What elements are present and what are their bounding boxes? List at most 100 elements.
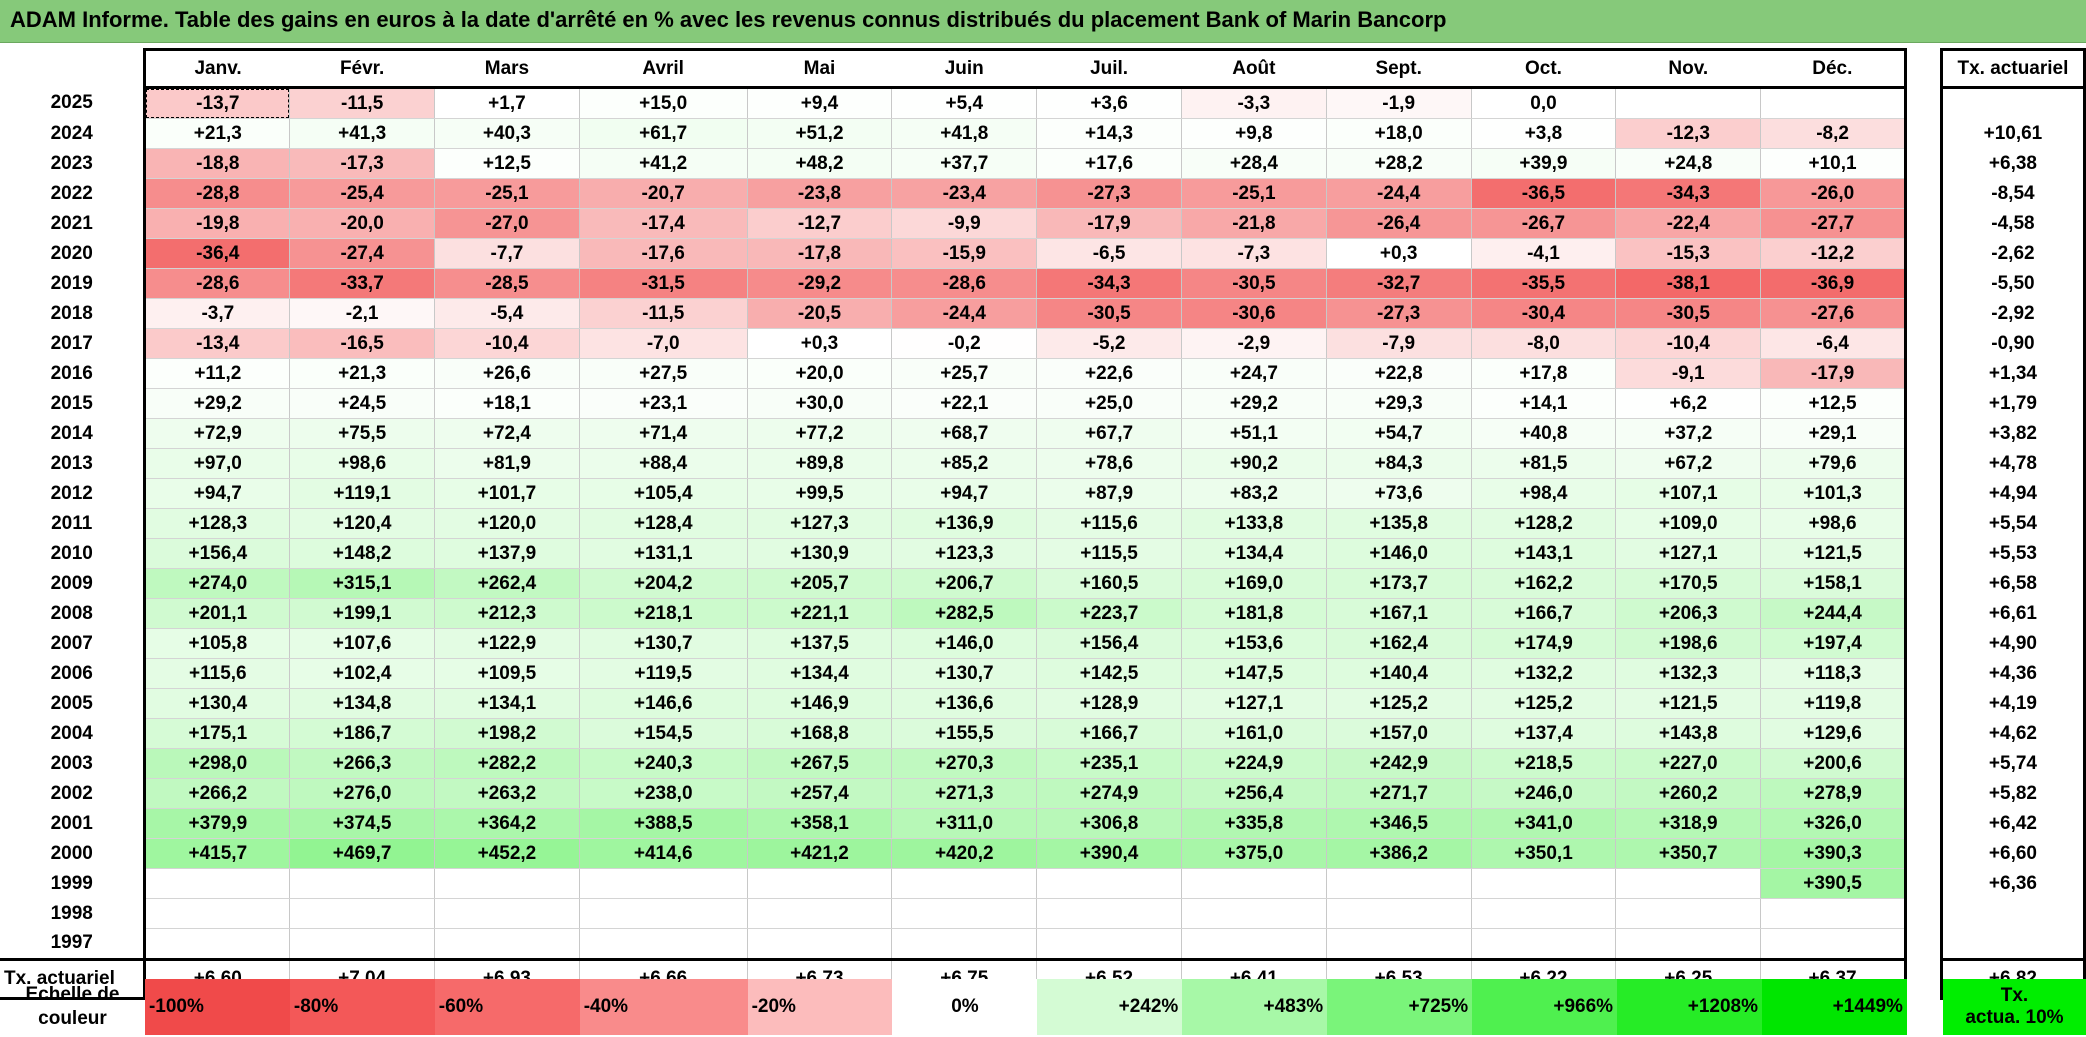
rate-cell: -5,50 <box>1939 268 2086 299</box>
year-label: 2018 <box>50 302 93 324</box>
value-cell: -10,4 <box>434 328 580 359</box>
year-label: 2001 <box>50 812 93 834</box>
table-row: 2007 +105,8 +107,6 +122,9 +130,7 +137,5 +146,0… <box>0 628 2086 659</box>
value-cell: +148,2 <box>289 538 435 569</box>
value-cell: +75,5 <box>289 418 435 449</box>
value-cell: +21,3 <box>289 358 435 389</box>
gains-table: Janv. Févr. Mars Avril Mai Juin Juil. Août Sept.… <box>0 48 2086 1000</box>
value-cell: +94,7 <box>891 478 1037 509</box>
value-cell: +24,5 <box>289 388 435 419</box>
value-cell: +121,5 <box>1760 538 1907 569</box>
value-cell: +20,0 <box>746 358 892 389</box>
table-row: 2009 +274,0 +315,1 +262,4 +204,2 +205,7 +206,7… <box>0 568 2086 599</box>
legend-label: Echelle de couleur <box>0 979 145 1035</box>
value-cell: +282,2 <box>434 748 580 779</box>
rate-cell: +3,82 <box>1939 418 2086 449</box>
value-cell: -17,3 <box>289 148 435 179</box>
value-cell: +97,0 <box>143 448 290 479</box>
value-cell: +29,1 <box>1760 418 1907 449</box>
value-cell: -25,4 <box>289 178 435 209</box>
value-cell: -17,9 <box>1760 358 1907 389</box>
color-scale-legend: Echelle de couleur -100% -80% -60% -40% -20%… <box>0 979 2086 1035</box>
value-cell: +181,8 <box>1180 598 1327 629</box>
table-row: 2014 +72,9 +75,5 +72,4 +71,4 +77,2 +68,7 +67,7 +… <box>0 418 2086 449</box>
value-cell: -16,5 <box>289 328 435 359</box>
month-header: Juil. <box>1036 48 1182 89</box>
value-cell: +128,9 <box>1036 688 1182 719</box>
value-cell: -22,4 <box>1615 208 1761 239</box>
value-cell: -4,1 <box>1470 238 1616 269</box>
value-cell: -21,8 <box>1180 208 1327 239</box>
page-title: ADAM Informe. Table des gains en euros à… <box>10 7 1447 32</box>
table-row: 2012 +94,7 +119,1 +101,7 +105,4 +99,5 +94,7 +87… <box>0 478 2086 509</box>
value-cell: +29,2 <box>1180 388 1327 419</box>
value-cell: +90,2 <box>1180 448 1327 479</box>
value-cell <box>891 868 1037 899</box>
value-cell: +198,2 <box>434 718 580 749</box>
value-cell: +128,3 <box>143 508 290 539</box>
value-cell: +143,8 <box>1615 718 1761 749</box>
value-cell: +379,9 <box>143 808 290 839</box>
value-cell: +156,4 <box>143 538 290 569</box>
value-cell: +162,2 <box>1470 568 1616 599</box>
year-label: 2023 <box>50 152 93 174</box>
value-cell: +15,0 <box>578 87 748 119</box>
column-gap <box>1905 898 1942 929</box>
value-cell: +68,7 <box>891 418 1037 449</box>
value-cell: +89,8 <box>746 448 892 479</box>
value-cell: -20,5 <box>746 298 892 329</box>
column-gap <box>1905 268 1942 299</box>
value-cell: +134,1 <box>434 688 580 719</box>
value-cell: +388,5 <box>578 808 748 839</box>
value-cell: +146,6 <box>578 688 748 719</box>
month-header: Juin <box>891 48 1037 89</box>
value-cell: +326,0 <box>1760 808 1907 839</box>
value-cell <box>1180 928 1327 961</box>
value-cell: +274,0 <box>143 568 290 599</box>
value-cell <box>289 928 435 961</box>
value-cell: -7,3 <box>1180 238 1327 269</box>
month-header: Août <box>1181 48 1327 89</box>
value-cell: +173,7 <box>1325 568 1472 599</box>
value-cell: -20,7 <box>578 178 748 209</box>
rate-cell: +1,34 <box>1939 358 2086 389</box>
value-cell: +1,7 <box>434 87 580 119</box>
table-row: 1998 <box>0 898 2086 929</box>
value-cell: +155,5 <box>891 718 1037 749</box>
column-gap <box>1905 718 1942 749</box>
year-label: 2025 <box>50 92 93 113</box>
value-cell: +311,0 <box>891 808 1037 839</box>
value-cell <box>143 928 290 961</box>
table-row: 2000 +415,7 +469,7 +452,2 +414,6 +421,2 +420,2… <box>0 838 2086 869</box>
value-cell <box>1325 928 1472 961</box>
column-gap <box>1905 808 1942 839</box>
value-cell: +375,0 <box>1180 838 1327 869</box>
value-cell: +166,7 <box>1036 718 1182 749</box>
value-cell: +127,3 <box>746 508 892 539</box>
value-cell: +121,5 <box>1615 688 1761 719</box>
value-cell: -9,9 <box>891 208 1037 239</box>
value-cell: +132,3 <box>1615 658 1761 689</box>
value-cell: -11,5 <box>578 298 748 329</box>
value-cell: +107,1 <box>1615 478 1761 509</box>
month-header: Nov. <box>1615 48 1761 89</box>
value-cell: -24,4 <box>891 298 1037 329</box>
value-cell: +120,0 <box>434 508 580 539</box>
column-gap <box>1905 328 1942 359</box>
value-cell: +135,8 <box>1325 508 1472 539</box>
value-cell: +130,9 <box>746 538 892 569</box>
legend-swatch: -60% <box>434 979 580 1035</box>
value-cell <box>1036 898 1182 929</box>
rate-cell: +5,54 <box>1939 508 2086 539</box>
year-label: 1998 <box>50 902 93 924</box>
value-cell: -10,4 <box>1615 328 1761 359</box>
year-label: 2010 <box>50 542 93 564</box>
value-cell: +21,3 <box>143 118 290 149</box>
table-row: 1997 <box>0 928 2086 961</box>
column-gap <box>1905 868 1942 899</box>
value-cell: +346,5 <box>1325 808 1472 839</box>
value-cell: +235,1 <box>1036 748 1182 779</box>
value-cell: -27,7 <box>1760 208 1907 239</box>
value-cell: +25,0 <box>1036 388 1182 419</box>
value-cell <box>1615 87 1761 119</box>
